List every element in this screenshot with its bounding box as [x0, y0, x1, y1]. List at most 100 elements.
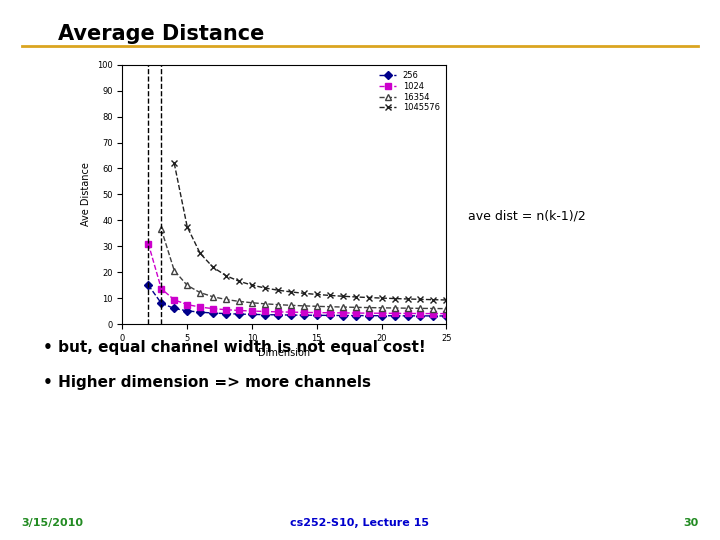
- 256: [377, 313, 386, 319]
- Line: 1024: 1024: [145, 241, 449, 316]
- 1024: [144, 240, 153, 247]
- 16354: [351, 304, 360, 310]
- 16354: [390, 305, 399, 311]
- 1045576: [170, 160, 179, 166]
- 1045576: [183, 224, 192, 230]
- 1024: [261, 308, 269, 315]
- 16354: [183, 282, 192, 288]
- 256: [248, 311, 256, 318]
- 16354: [274, 301, 282, 308]
- 1024: [325, 309, 334, 316]
- Text: • Higher dimension => more channels: • Higher dimension => more channels: [43, 375, 372, 390]
- 256: [312, 312, 321, 319]
- 16354: [429, 305, 438, 312]
- 256: [416, 313, 425, 319]
- 16354: [338, 304, 347, 310]
- 16354: [287, 302, 295, 308]
- 16354: [196, 289, 204, 296]
- 256: [183, 308, 192, 314]
- 256: [287, 312, 295, 318]
- 1024: [312, 309, 321, 316]
- 1024: [196, 304, 204, 310]
- 1024: [364, 310, 373, 316]
- Line: 16354: 16354: [158, 226, 449, 312]
- 256: [390, 313, 399, 319]
- 1024: [403, 310, 412, 316]
- 1045576: [403, 296, 412, 302]
- 1024: [248, 308, 256, 314]
- 16354: [416, 305, 425, 312]
- 16354: [222, 296, 230, 303]
- 256: [429, 313, 438, 319]
- 256: [274, 312, 282, 318]
- 1024: [209, 306, 217, 312]
- Text: • but, equal channel width is not equal cost!: • but, equal channel width is not equal …: [43, 340, 426, 355]
- 256: [351, 312, 360, 319]
- Text: 3/15/2010: 3/15/2010: [22, 518, 84, 528]
- 1024: [416, 310, 425, 317]
- 256: [209, 310, 217, 316]
- Text: ave dist = n(k-1)/2: ave dist = n(k-1)/2: [468, 210, 586, 222]
- 16354: [157, 226, 166, 232]
- 1024: [274, 308, 282, 315]
- 1045576: [274, 287, 282, 293]
- 256: [261, 312, 269, 318]
- 256: [300, 312, 308, 319]
- 16354: [312, 303, 321, 309]
- 1045576: [209, 264, 217, 271]
- 1045576: [300, 290, 308, 296]
- Text: 30: 30: [683, 518, 698, 528]
- 1024: [183, 301, 192, 308]
- X-axis label: Dimension: Dimension: [258, 348, 310, 358]
- Y-axis label: Ave Distance: Ave Distance: [81, 163, 91, 226]
- 256: [196, 309, 204, 315]
- 1045576: [442, 297, 451, 303]
- 1024: [300, 309, 308, 315]
- 256: [144, 282, 153, 288]
- 16354: [261, 301, 269, 307]
- 1045576: [248, 282, 256, 288]
- 256: [442, 313, 451, 319]
- Legend: 256, 1024, 16354, 1045576: 256, 1024, 16354, 1045576: [377, 69, 442, 115]
- Line: 1045576: 1045576: [171, 160, 449, 303]
- 16354: [442, 306, 451, 312]
- 1024: [390, 310, 399, 316]
- 16354: [209, 294, 217, 300]
- 1045576: [416, 296, 425, 302]
- 16354: [325, 303, 334, 310]
- 1024: [338, 309, 347, 316]
- 16354: [248, 300, 256, 306]
- 1024: [287, 309, 295, 315]
- 16354: [403, 305, 412, 312]
- 16354: [377, 305, 386, 311]
- 1045576: [364, 294, 373, 301]
- 1045576: [390, 295, 399, 302]
- 256: [325, 312, 334, 319]
- 1045576: [235, 278, 243, 285]
- 1045576: [429, 296, 438, 303]
- 1045576: [325, 292, 334, 299]
- 1024: [170, 296, 179, 303]
- 256: [235, 311, 243, 318]
- 1024: [442, 310, 451, 317]
- 256: [157, 300, 166, 306]
- 1024: [351, 310, 360, 316]
- 1045576: [222, 273, 230, 279]
- 1024: [377, 310, 386, 316]
- Text: cs252-S10, Lecture 15: cs252-S10, Lecture 15: [290, 518, 430, 528]
- 1045576: [351, 294, 360, 300]
- 1045576: [287, 289, 295, 295]
- 16354: [235, 298, 243, 305]
- 1045576: [338, 293, 347, 300]
- 256: [338, 312, 347, 319]
- 1024: [157, 286, 166, 292]
- Text: Average Distance: Average Distance: [58, 24, 264, 44]
- 1024: [429, 310, 438, 317]
- 1024: [235, 307, 243, 314]
- 16354: [170, 267, 179, 274]
- 16354: [364, 305, 373, 311]
- 256: [403, 313, 412, 319]
- 256: [364, 313, 373, 319]
- 1045576: [377, 295, 386, 301]
- 16354: [300, 302, 308, 309]
